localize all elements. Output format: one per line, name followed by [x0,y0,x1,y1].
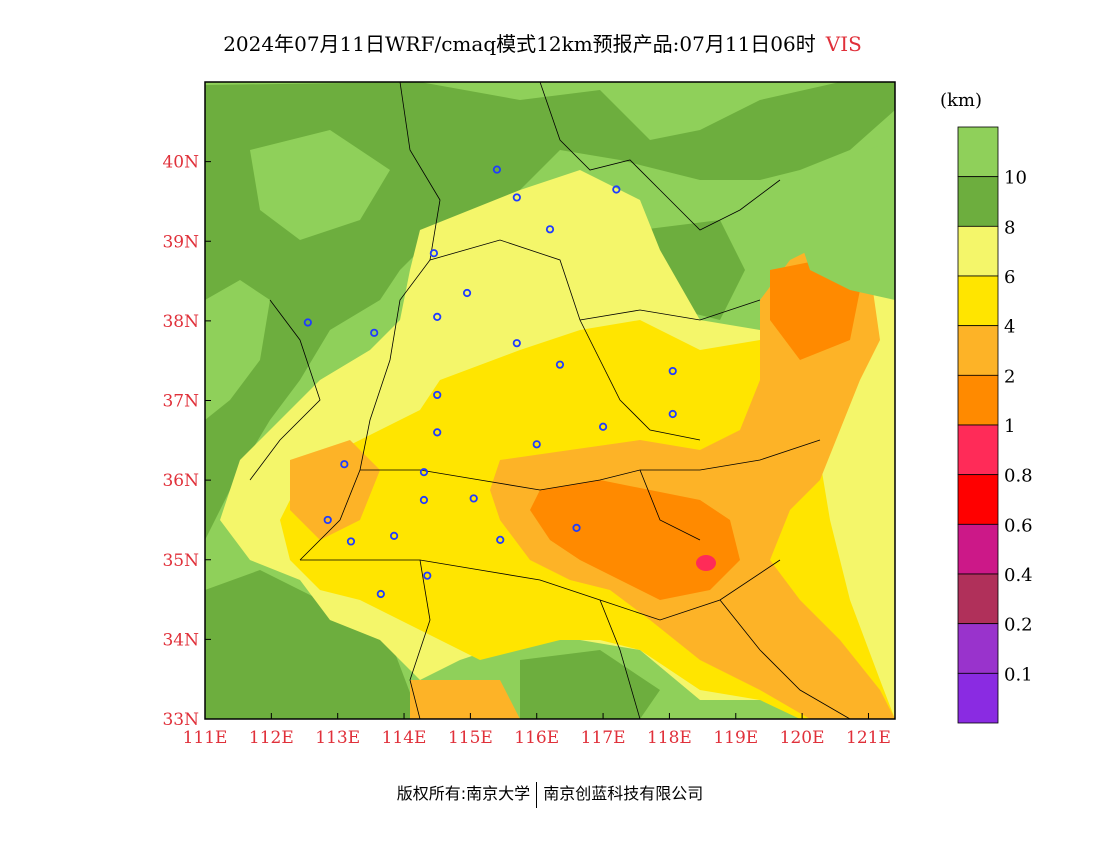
station-marker [419,468,429,477]
y-tick-label: 40N [162,153,199,173]
station-marker [462,288,472,298]
x-tick-label: 120E [780,728,825,748]
light-orange-region [490,240,895,719]
station-marker [492,165,502,174]
boundaries [249,82,851,719]
station-marker [668,409,677,419]
green-west-patch [205,280,270,420]
orange-light-south [410,680,520,719]
y-tick-label: 33N [162,710,199,730]
y-tick-label: 38N [162,312,199,332]
colorbar-label: 0.8 [1004,466,1033,487]
station-marker [668,366,677,376]
dark-green-north [205,82,895,540]
colorbar-label: 0.1 [1004,664,1033,685]
station-marker [370,328,379,337]
station-marker [545,225,555,234]
x-tick-label: 111E [183,728,228,748]
station-marker [469,494,478,503]
station-marker [323,515,332,525]
green-nw-patch [250,130,390,240]
dark-orange-center [530,480,740,600]
station-marker [433,428,442,437]
station-markers [303,165,677,599]
x-tick-label: 121E [846,728,891,748]
copyright-right: 南京创蓝科技有限公司 [543,784,704,803]
station-marker [532,440,541,449]
colorbar-label: 4 [1004,317,1015,338]
colorbar-swatch [957,474,999,525]
x-tick-label: 114E [382,728,427,748]
x-tick-label: 116E [514,728,559,748]
colorbar-label: 2 [1004,366,1015,387]
variable-label: VIS [825,32,862,56]
colorbar-label: 10 [1004,168,1027,189]
colorbar-swatch [957,374,999,426]
colorbar-swatch [957,225,999,277]
colorbar-swatch [957,126,999,178]
station-marker [389,531,399,540]
dark-green-sw [205,570,420,719]
station-marker [340,460,349,469]
colorbar-swatch [957,623,999,674]
station-marker [303,318,312,327]
x-tick-label: 119E [713,728,758,748]
y-tick-label: 37N [162,392,199,412]
y-axis: 33N 34N 35N 36N 37N 38N 39N 40N [162,153,211,730]
colorbar-unit: (km) [940,90,983,111]
visibility-field [205,82,895,719]
x-tick-label: 112E [249,728,294,748]
station-marker [512,193,521,202]
colorbar-swatch [957,523,999,575]
colorbar-swatch [957,672,999,724]
red-low-vis-spot [696,555,716,571]
colorbar-swatch [957,325,999,376]
station-marker [433,390,442,400]
colorbar-label: 0.4 [1004,565,1033,586]
station-marker [496,535,505,544]
station-marker [429,249,438,258]
colorbar-swatch [957,573,999,625]
station-marker [598,422,608,431]
title-text: 2024年07月11日WRF/cmaq模式12km预报产品:07月11日06时 [223,32,816,56]
x-tick-label: 117E [581,728,626,748]
x-tick-label: 113E [315,728,360,748]
footer-divider [536,781,538,808]
colorbar-label: 8 [1004,217,1015,238]
colorbar: 10 8 6 4 2 1 0.8 0.6 0.4 0.2 0.1 [957,126,1033,724]
copyright-footer: 版权所有:南京大学 南京创蓝科技有限公司 [0,780,1100,808]
bohai-sea-green [790,140,895,300]
y-tick-label: 39N [162,232,199,252]
copyright-left: 版权所有:南京大学 [396,784,531,803]
station-marker [419,495,429,505]
station-marker [572,523,581,533]
colorbar-swatch [957,275,999,327]
y-tick-label: 35N [162,551,199,571]
orange-light-west [290,440,380,540]
colorbar-swatch [957,176,999,227]
station-marker [433,312,442,321]
station-marker [555,360,565,369]
colorbar-label: 1 [1004,416,1015,437]
station-marker [346,537,356,546]
y-tick-label: 34N [162,630,199,650]
dark-orange-east [770,260,860,360]
station-marker [512,339,521,348]
map-title: 2024年07月11日WRF/cmaq模式12km预报产品:07月11日06时 V… [0,28,1085,57]
station-marker [376,589,385,599]
colorbar-label: 0.6 [1004,515,1033,536]
station-marker [612,185,621,194]
x-axis: 111E 112E 113E 114E 115E 116E 117E 118E 119E 120E… [183,713,891,748]
y-tick-label: 36N [162,471,199,491]
colorbar-swatch [957,424,999,476]
station-marker [423,571,432,580]
x-tick-label: 118E [647,728,692,748]
colorbar-label: 0.2 [1004,615,1033,636]
colorbar-label: 6 [1004,267,1015,288]
x-tick-label: 115E [448,728,493,748]
